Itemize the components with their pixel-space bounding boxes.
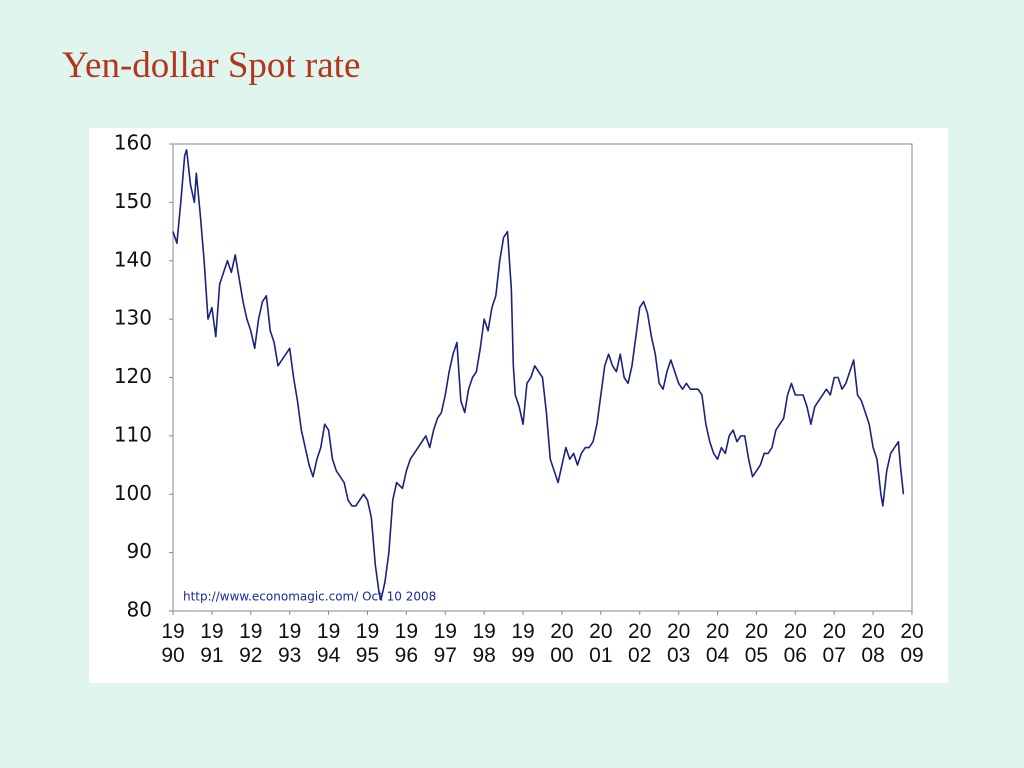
y-tick-label: 90 xyxy=(127,539,152,563)
x-tick-label: 2006 xyxy=(783,620,807,667)
y-tick-label: 80 xyxy=(127,598,152,622)
x-tick-label: 1996 xyxy=(394,620,419,667)
x-tick-label: 1995 xyxy=(355,620,380,667)
x-tick-label: 1992 xyxy=(239,620,263,667)
x-tick-label: 1991 xyxy=(200,620,224,667)
x-tick-label: 2002 xyxy=(628,620,652,667)
y-tick-label: 120 xyxy=(114,364,152,388)
x-tick-label: 2009 xyxy=(900,620,924,667)
slide-title: Yen-dollar Spot rate xyxy=(62,45,361,86)
y-tick-label: 100 xyxy=(114,481,152,505)
source-annotation: http://www.economagic.com/ Oct 10 2008 xyxy=(183,590,436,604)
rate-line xyxy=(172,149,905,601)
x-tick-label: 2008 xyxy=(861,620,885,667)
x-tick-label: 2007 xyxy=(822,620,846,667)
x-tick-label: 2000 xyxy=(550,620,574,667)
x-tick-label: 1994 xyxy=(316,620,341,667)
y-tick-label: 140 xyxy=(114,247,152,271)
x-tick-label: 1997 xyxy=(433,620,457,667)
x-tick-label: 2003 xyxy=(666,620,691,667)
x-tick-label: 1998 xyxy=(472,620,496,667)
x-tick-label: 2001 xyxy=(589,620,613,667)
x-tick-label: 1999 xyxy=(511,620,535,667)
y-tick-label: 160 xyxy=(114,131,152,155)
x-tick-label: 1993 xyxy=(277,620,302,667)
y-tick-label: 130 xyxy=(114,306,152,330)
x-tick-label: 2005 xyxy=(744,620,769,667)
y-tick-label: 110 xyxy=(114,422,152,446)
x-tick-label: 2004 xyxy=(705,620,730,667)
x-tick-label: 1990 xyxy=(161,620,185,667)
y-tick-label: 150 xyxy=(114,189,152,213)
